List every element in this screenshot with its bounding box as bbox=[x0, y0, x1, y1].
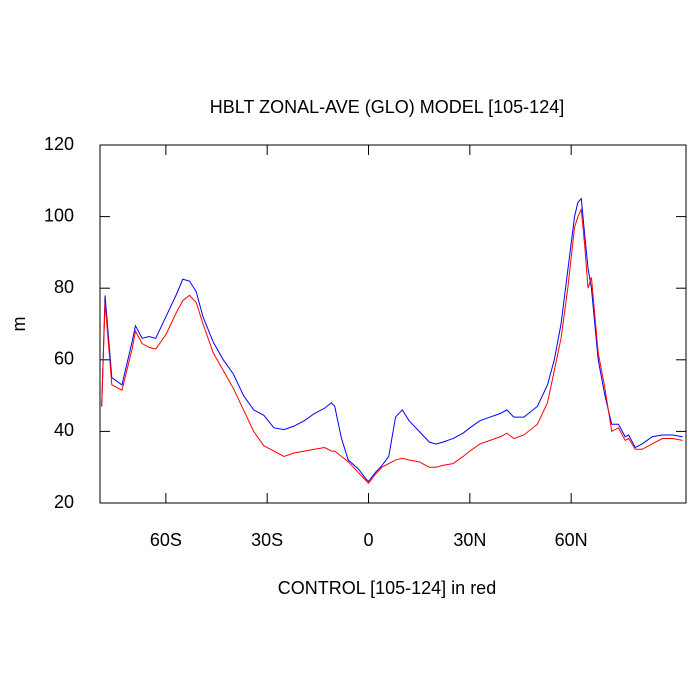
x-tick-label: 30S bbox=[251, 530, 283, 550]
y-tick-label: 100 bbox=[44, 205, 74, 225]
x-tick-label: 60S bbox=[150, 530, 182, 550]
y-tick-label: 80 bbox=[54, 277, 74, 297]
y-axis-label: m bbox=[9, 317, 29, 332]
x-tick-label: 0 bbox=[364, 530, 374, 550]
x-tick-label: 30N bbox=[453, 530, 486, 550]
y-tick-label: 20 bbox=[54, 492, 74, 512]
y-tick-label: 60 bbox=[54, 349, 74, 369]
series-line bbox=[101, 197, 683, 483]
x-tick-label: 60N bbox=[555, 530, 588, 550]
chart-title: HBLT ZONAL-AVE (GLO) MODEL [105-124] bbox=[210, 97, 564, 117]
series-line bbox=[101, 207, 683, 485]
y-tick-label: 40 bbox=[54, 420, 74, 440]
y-tick-label: 120 bbox=[44, 134, 74, 154]
x-axis-label: CONTROL [105-124] in red bbox=[278, 578, 496, 598]
plot-frame bbox=[99, 144, 687, 504]
